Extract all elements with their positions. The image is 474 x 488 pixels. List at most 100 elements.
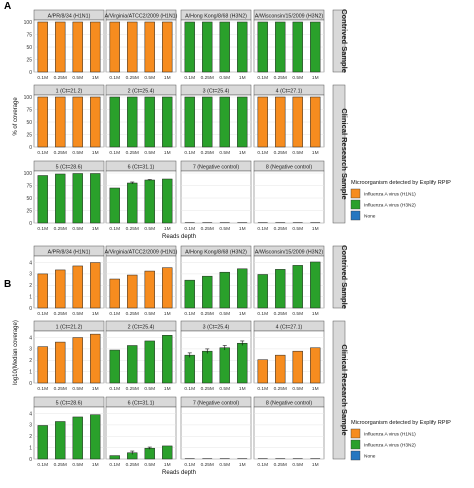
- facet: A/Wisconsin/15/2009 (H3N2) 0.1M 0.25M 0.5M 1…: [253, 245, 325, 317]
- bar: [55, 96, 66, 148]
- x-tick-label: 1M: [239, 150, 246, 156]
- y-tick-label: 3: [29, 423, 32, 429]
- facet-title: 5 (Ct=28.6): [56, 400, 83, 406]
- x-tick-label: 0.1M: [184, 75, 195, 81]
- y-tick-label: 75: [26, 107, 32, 113]
- y-tick-label: 1: [29, 369, 32, 375]
- facet-title: A/PR/8/34 (H1N1): [48, 249, 91, 255]
- facet: 7 (Negative control) 0.1M 0.25M 0.5M 1M: [180, 396, 252, 468]
- y-tick-label: 0: [29, 381, 32, 387]
- legend-item-label: Influenza A virus (H1N1): [364, 432, 416, 438]
- x-tick-label: 1M: [239, 462, 246, 468]
- x-tick-label: 1M: [239, 311, 246, 317]
- facet-title: A/Virginia/ATCC2/2009 (H1N1): [105, 13, 178, 19]
- facet: A/PR/8/34 (H1N1) 0 1 2 3 4 0.1M 0.25M 0.5M 1M: [29, 245, 105, 317]
- x-tick-label: 0.5M: [292, 462, 303, 468]
- x-tick-label: 0.25M: [54, 75, 67, 81]
- x-tick-label: 1M: [312, 75, 319, 81]
- y-tick-label: 75: [26, 183, 32, 189]
- row-strip: [332, 84, 346, 224]
- bar: [257, 96, 268, 148]
- facet: 8 (Negative control) 0.1M 0.25M 0.5M 1M: [253, 160, 325, 232]
- bar: [72, 416, 83, 460]
- x-tick-label: 1M: [312, 386, 319, 392]
- bar: [162, 21, 173, 73]
- x-tick-label: 0.1M: [109, 462, 120, 468]
- bar: [310, 21, 321, 73]
- x-tick-label: 0.1M: [37, 386, 48, 392]
- bar: [144, 179, 155, 224]
- facet: 8 (Negative control) 0.1M 0.25M 0.5M 1M: [253, 396, 325, 468]
- y-tick-label: 3: [29, 272, 32, 278]
- bar: [37, 425, 48, 460]
- bar: [184, 21, 195, 73]
- bar: [184, 354, 195, 384]
- bar: [90, 262, 101, 309]
- bar: [144, 96, 155, 148]
- bar: [55, 421, 66, 460]
- x-tick-label: 1M: [239, 226, 246, 232]
- x-tick-label: 0.25M: [201, 386, 214, 392]
- x-tick-label: 0.1M: [37, 150, 48, 156]
- y-tick-label: 4: [29, 411, 32, 417]
- facet: 5 (Ct=28.6) 0 25 50 75 100 0.1M 0.25M 0.5M 1M: [24, 160, 105, 232]
- bar: [292, 96, 303, 148]
- facet-title: 4 (Ct=27.1): [276, 88, 303, 94]
- facet-title: A/PR/8/34 (H1N1): [48, 13, 91, 19]
- x-tick-label: 0.1M: [257, 462, 268, 468]
- plot-area: [253, 406, 325, 460]
- bar: [109, 187, 120, 224]
- x-tick-label: 0.1M: [37, 462, 48, 468]
- legend-title: Microorganism detected by Explify RPIP: [351, 420, 451, 426]
- y-tick-label: 0: [29, 306, 32, 312]
- x-tick-label: 0.1M: [184, 150, 195, 156]
- x-tick-label: 0.1M: [257, 311, 268, 317]
- legend-item-label: Influenza A virus (H1N1): [364, 192, 416, 198]
- y-tick-label: 0: [29, 70, 32, 76]
- bar: [275, 96, 286, 148]
- x-tick-label: 1M: [92, 386, 99, 392]
- x-tick-label: 0.25M: [274, 226, 287, 232]
- x-tick-label: 0.25M: [126, 150, 139, 156]
- bar: [72, 96, 83, 148]
- bar: [275, 354, 286, 384]
- y-tick-label: 25: [26, 132, 32, 138]
- y-tick-label: 50: [26, 45, 32, 51]
- x-axis-title: Reads depth: [162, 234, 196, 240]
- facet-title: 5 (Ct=28.6): [56, 164, 83, 170]
- bar: [219, 271, 230, 309]
- facet: 2 (Ct=25.4) 0.1M 0.25M 0.5M 1M: [105, 84, 177, 156]
- bar: [72, 265, 83, 309]
- bar: [219, 21, 230, 73]
- facet-title: 8 (Negative control): [266, 164, 312, 170]
- bar: [109, 278, 120, 309]
- bar: [237, 96, 248, 148]
- row-strip-label: Clinical Research Sample: [340, 108, 349, 199]
- bar: [292, 21, 303, 73]
- x-tick-label: 1M: [239, 386, 246, 392]
- facet-title: A/Wisconsin/15/2009 (H3N2): [255, 249, 324, 255]
- y-tick-label: 2: [29, 358, 32, 364]
- bar: [310, 96, 321, 148]
- x-tick-label: 0.25M: [201, 75, 214, 81]
- row-strip: [332, 245, 346, 309]
- plot-area: [180, 406, 252, 460]
- x-tick-label: 1M: [164, 150, 171, 156]
- legend-swatch: [350, 439, 361, 450]
- bar: [55, 269, 66, 309]
- x-tick-label: 0.1M: [184, 386, 195, 392]
- plot-area: [180, 170, 252, 224]
- y-tick-label: 100: [24, 171, 33, 177]
- x-tick-label: 0.1M: [257, 150, 268, 156]
- y-tick-label: 100: [24, 95, 33, 101]
- y-axis-title: log10(Median coverage): [13, 320, 19, 385]
- facet-title: 2 (Ct=25.4): [128, 324, 155, 330]
- x-tick-label: 0.25M: [126, 462, 139, 468]
- x-tick-label: 0.5M: [292, 386, 303, 392]
- x-tick-label: 0.5M: [219, 75, 230, 81]
- y-tick-label: 75: [26, 32, 32, 38]
- x-tick-label: 1M: [164, 75, 171, 81]
- facet: A/PR/8/34 (H1N1) 0 25 50 75 100 0.1M 0.25M 0.5M 1…: [24, 9, 105, 81]
- facet: 2 (Ct=25.4) 0.1M 0.25M 0.5M 1M: [105, 320, 177, 392]
- x-tick-label: 0.25M: [201, 150, 214, 156]
